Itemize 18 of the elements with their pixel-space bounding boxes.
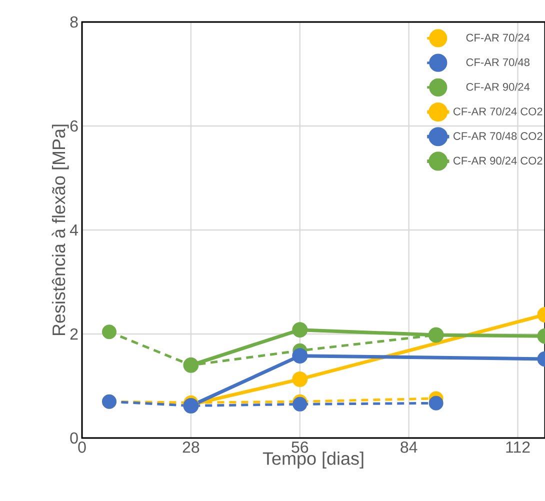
x-tick-label: 84 [400, 442, 418, 453]
y-tick-label: 6 [70, 120, 78, 132]
y-axis-title: Resistência à flexão [MPa] [52, 124, 69, 336]
legend-label: CF-AR 90/24 CO2 [454, 156, 542, 165]
x-tick-label: 112 [506, 442, 530, 453]
legend-label: CF-AR 70/24 [466, 33, 530, 42]
y-tick-label: 0 [70, 432, 78, 444]
y-tick-label: 4 [70, 224, 78, 236]
legend-label: CF-AR 70/48 CO2 [454, 132, 542, 140]
legend-label: CF-AR 70/48 [466, 58, 530, 66]
x-tick-label: 28 [182, 442, 200, 453]
x-tick-label: 0 [78, 442, 86, 453]
legend-label: CF-AR 70/24 CO2 [454, 107, 542, 116]
legend-label: CF-AR 90/24 [466, 82, 530, 91]
x-tick-label: 56 [292, 442, 308, 453]
x-axis-title: Tempo [dias] [262, 452, 364, 468]
y-tick-label: 2 [70, 328, 78, 340]
y-tick-label: 8 [70, 16, 78, 28]
